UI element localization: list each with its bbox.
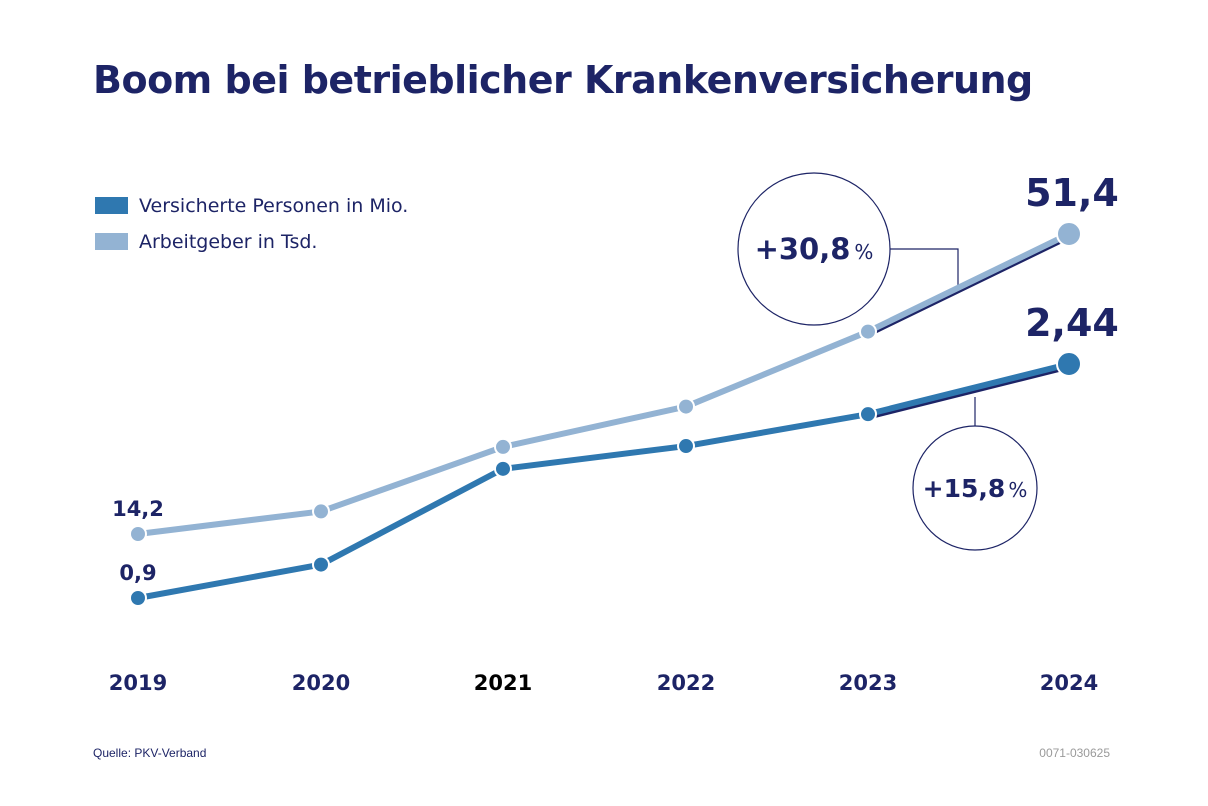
change-bubble-arbeitgeber: +30,8%	[737, 172, 959, 326]
series-arbeitgeber-point-2022	[677, 397, 695, 416]
series-versicherte-point-2019	[129, 589, 147, 607]
bubble-connector-arbeitgeber	[890, 248, 959, 292]
legend-swatch-arbeitgeber	[95, 233, 128, 250]
series-layer	[129, 221, 1082, 607]
series-versicherte-point-2023	[859, 405, 877, 424]
series-versicherte-point-2020	[312, 555, 330, 574]
bubble-unit-arbeitgeber: %	[854, 240, 873, 264]
x-axis: 2019 2020 2021 2022 2023 2024	[109, 671, 1098, 695]
chart-title: Boom bei betrieblicher Krankenversicheru…	[93, 58, 1033, 102]
bubble-unit-versicherte: %	[1008, 478, 1027, 502]
series-versicherte-start-label: 0,9	[119, 561, 156, 585]
series-arbeitgeber-point-2019	[129, 525, 147, 543]
label-layer: 14,2 51,4 0,9 2,44	[112, 171, 1119, 585]
graphic-code: 0071-030625	[1039, 746, 1110, 760]
series-arbeitgeber-point-2024	[1056, 221, 1082, 247]
x-tick-label-2023: 2023	[839, 671, 897, 695]
series-arbeitgeber-end-label: 51,4	[1025, 171, 1119, 215]
bubble-value-versicherte: +15,8	[923, 474, 1006, 503]
series-versicherte-point-2021	[494, 459, 512, 478]
series-versicherte-line	[135, 361, 1072, 601]
bubble-circle-versicherte	[912, 425, 1038, 551]
change-bubble-versicherte: +15,8%	[912, 397, 1038, 551]
series-versicherte-point-2024	[1056, 351, 1082, 377]
x-tick-label-2021: 2021	[474, 671, 532, 695]
series-versicherte-end-label: 2,44	[1025, 301, 1119, 345]
legend-swatch-versicherte	[95, 197, 128, 214]
bubble-text-versicherte: +15,8%	[923, 474, 1028, 503]
bubble-circle-arbeitgeber	[737, 172, 891, 326]
bubble-value-arbeitgeber: +30,8	[755, 232, 851, 266]
x-tick-label-2020: 2020	[292, 671, 350, 695]
source-note: Quelle: PKV-Verband	[93, 746, 207, 760]
legend-label-versicherte: Versicherte Personen in Mio.	[139, 195, 408, 217]
series-arbeitgeber-point-2020	[312, 502, 330, 521]
legend-label-arbeitgeber: Arbeitgeber in Tsd.	[139, 231, 317, 253]
series-arbeitgeber-point-2023	[859, 322, 877, 341]
series-versicherte-point-2022	[677, 437, 695, 456]
series-arbeitgeber-point-2021	[494, 437, 512, 456]
bubble-text-arbeitgeber: +30,8%	[755, 232, 874, 266]
series-arbeitgeber-line	[135, 231, 1072, 537]
x-tick-label-2019: 2019	[109, 671, 167, 695]
legend: Versicherte Personen in Mio. Arbeitgeber…	[95, 195, 408, 253]
series-arbeitgeber-start-label: 14,2	[112, 497, 164, 521]
x-tick-label-2024: 2024	[1040, 671, 1098, 695]
x-tick-label-2022: 2022	[657, 671, 715, 695]
